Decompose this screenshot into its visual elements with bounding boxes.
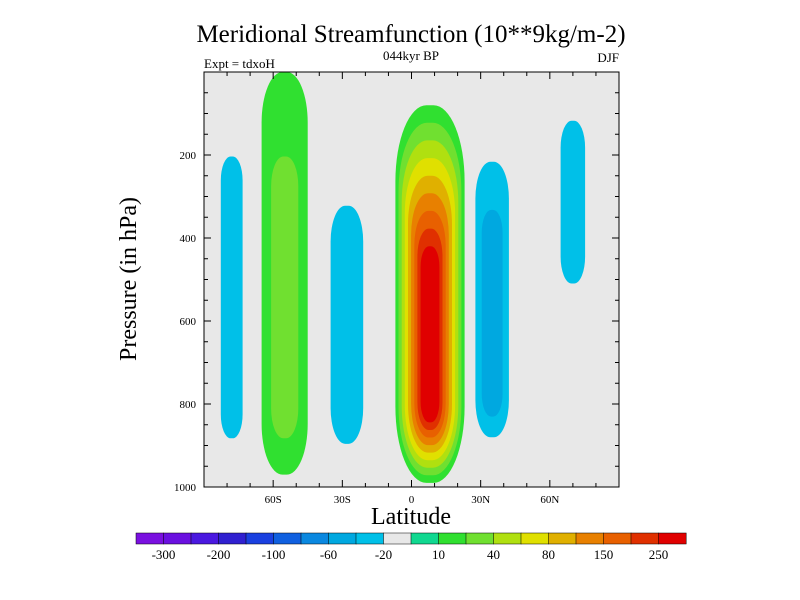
y-axis-label: Pressure (in hPa) [116, 197, 142, 361]
colorbar-label: 40 [487, 547, 500, 562]
colorbar-swatch [465, 532, 494, 545]
colorbar-swatch [410, 532, 439, 545]
colorbar-label: 80 [542, 547, 555, 562]
colorbar-swatch [658, 532, 687, 545]
colorbar-swatch [273, 532, 302, 545]
cell-45S-level-20 [271, 156, 299, 439]
cell-30S-level--20 [330, 205, 364, 444]
y-tick-label: 400 [180, 233, 197, 245]
hadley-cell-level-250 [420, 246, 440, 423]
colorbar-swatch [135, 532, 164, 545]
y-tick-label: 1000 [174, 482, 197, 494]
chart-subtitle-center: 044kyr BP [383, 48, 439, 63]
colorbar-swatch [548, 532, 577, 545]
contour-fills [213, 72, 594, 483]
y-tick-label: 200 [180, 150, 197, 162]
cell-60N-level--20 [560, 120, 586, 284]
y-tick-label: 600 [180, 316, 197, 328]
colorbar-swatch [630, 532, 659, 545]
x-tick-label: 60S [265, 494, 282, 506]
colorbar-labels: -300 -200 -100 -60 -20 10 40 80 150 250 [152, 547, 669, 562]
x-tick-labels: 60S 30S 0 30N 60N [265, 494, 560, 506]
colorbar-swatch [520, 532, 549, 545]
colorbar-label: 250 [649, 547, 669, 562]
colorbar-swatch [328, 532, 357, 545]
colorbar-swatch [245, 532, 274, 545]
chart-subtitle-right: DJF [597, 50, 619, 65]
chart-title: Meridional Streamfunction (10**9kg/m-2) [196, 21, 625, 48]
colorbar-swatch [300, 532, 329, 545]
colorbar-label: -200 [207, 547, 231, 562]
y-tick-label: 800 [180, 399, 197, 411]
colorbar-swatch [438, 532, 467, 545]
colorbar-swatch [163, 532, 192, 545]
chart-subtitle-left: Expt = tdxoH [204, 56, 275, 71]
cell-60S-upper-level--20 [220, 156, 243, 439]
colorbar-label: -100 [262, 547, 286, 562]
colorbar-label: 150 [594, 547, 614, 562]
x-tick-label: 30N [471, 494, 490, 506]
colorbar-label: 10 [432, 547, 445, 562]
colorbar-swatch [603, 532, 632, 545]
colorbar-swatch [575, 532, 604, 545]
colorbar-swatch [383, 532, 412, 545]
axis-ticks [204, 72, 619, 488]
x-tick-label: 0 [409, 494, 415, 506]
colorbar-label: -60 [320, 547, 337, 562]
colorbar-label: -300 [152, 547, 176, 562]
x-axis-label: Latitude [371, 504, 451, 530]
colorbar [135, 532, 687, 545]
x-tick-label: 60N [540, 494, 559, 506]
cell-35N-level--40 [481, 209, 503, 417]
colorbar-label: -20 [375, 547, 392, 562]
colorbar-swatch [218, 532, 247, 545]
colorbar-swatch [355, 532, 384, 545]
x-tick-label: 30S [334, 494, 351, 506]
y-tick-labels: 200 400 600 800 1000 [174, 150, 197, 494]
colorbar-swatch [493, 532, 522, 545]
colorbar-swatch [190, 532, 219, 545]
